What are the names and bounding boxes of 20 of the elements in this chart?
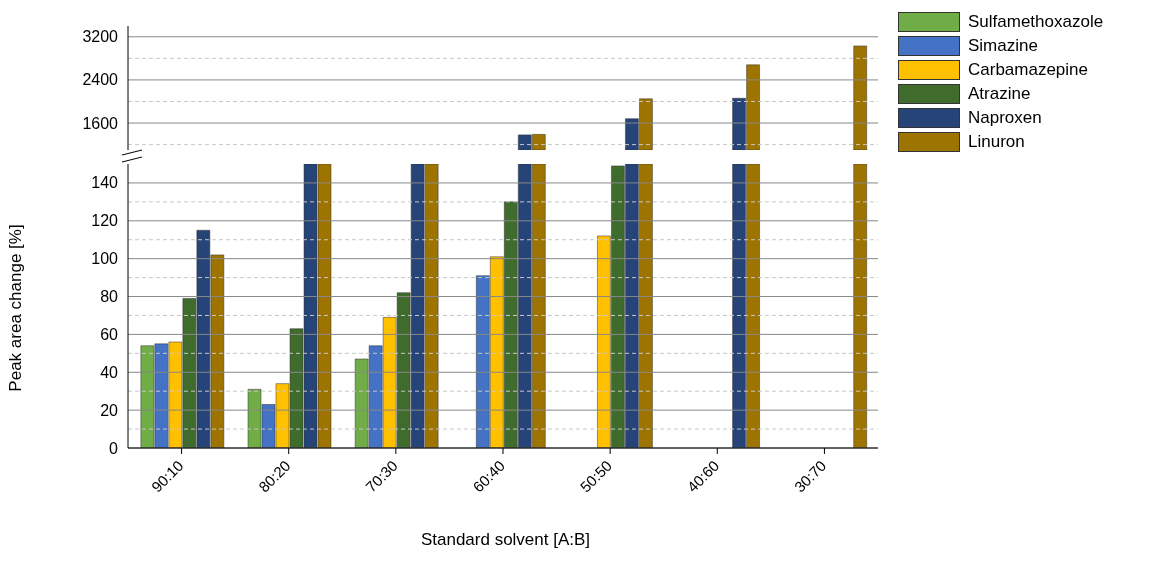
y-tick-label: 80	[100, 288, 119, 306]
y-tick-label: 2400	[82, 71, 119, 89]
legend-label: Atrazine	[968, 84, 1031, 104]
y-tick-label: 3200	[82, 28, 119, 46]
legend-label: Sulfamethoxazole	[968, 12, 1104, 32]
y-tick-label: 140	[91, 174, 119, 192]
x-axis-title: Standard solvent [A:B]	[419, 530, 592, 550]
y-tick-label: 60	[100, 325, 119, 343]
legend-label: Simazine	[968, 36, 1038, 56]
y-tick-label: 100	[91, 250, 119, 268]
y-tick-label: 20	[100, 401, 119, 419]
y-tick-label: 0	[109, 439, 119, 457]
bar	[853, 164, 867, 448]
legend-label: Naproxen	[968, 108, 1042, 128]
legend-label: Linuron	[968, 132, 1025, 152]
y-axis-title: Peak area change [%]	[6, 224, 26, 392]
y-tick-label: 120	[91, 212, 119, 230]
y-tick-label: 1600	[82, 114, 119, 132]
legend-label: Carbamazepine	[968, 60, 1089, 80]
y-tick-label: 40	[100, 363, 119, 381]
